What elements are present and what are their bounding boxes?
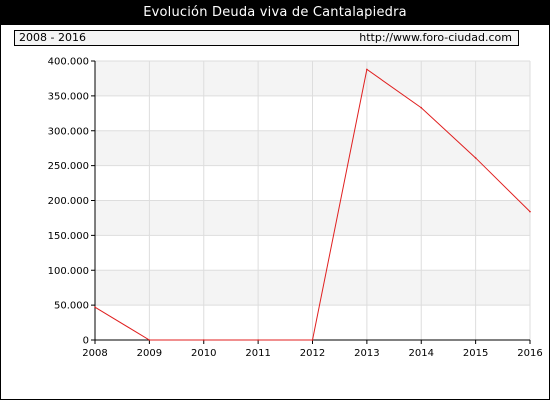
x-tick-label: 2014 [409, 348, 434, 359]
data-point [529, 210, 531, 213]
y-tick-label: 300.000 [48, 126, 89, 137]
series-layer [94, 68, 531, 341]
y-tick-labels: 0 50.000 100.000 150.000 200.000 250.000 300.0… [48, 57, 89, 347]
data-point [474, 157, 477, 159]
grid-lines [94, 60, 531, 341]
data-point [366, 68, 368, 71]
y-tick-label: 50.000 [54, 301, 89, 312]
data-point [94, 306, 96, 309]
x-tick-labels: 2008 2009 2010 2011 2012 2013 2014 2015 2016 [82, 348, 542, 359]
x-tick-label: 2011 [245, 348, 270, 359]
x-tick-label: 2015 [463, 348, 488, 359]
y-tick-label: 0 [83, 336, 89, 347]
x-tick-label: 2010 [191, 348, 216, 359]
x-tick-label: 2008 [82, 348, 107, 359]
y-tick-label: 150.000 [48, 231, 89, 242]
period-label: 2008 - 2016 [19, 31, 86, 44]
data-point [257, 339, 259, 341]
data-point [202, 339, 205, 341]
source-url: http://www.foro-ciudad.com [359, 31, 512, 44]
x-tick-label: 2012 [300, 348, 325, 359]
x-tick-label: 2013 [354, 348, 379, 359]
x-tick-label: 2016 [517, 348, 542, 359]
y-tick-label: 200.000 [48, 196, 89, 207]
y-tick-label: 100.000 [48, 266, 89, 277]
info-bar: 2008 - 2016 http://www.foro-ciudad.com [14, 30, 519, 46]
data-point [311, 339, 314, 341]
data-point [420, 106, 423, 109]
y-tick-label: 250.000 [48, 161, 89, 172]
chart-title: Evolución Deuda viva de Cantalapiedra [1, 1, 549, 25]
x-tick-label: 2009 [137, 348, 162, 359]
y-tick-label: 350.000 [48, 91, 89, 102]
data-point [148, 339, 151, 341]
y-tick-label: 400.000 [48, 57, 89, 68]
